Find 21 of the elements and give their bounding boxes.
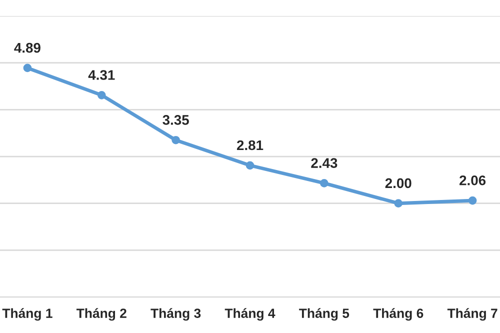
point	[394, 199, 403, 208]
data-label: 2.06	[460, 175, 486, 186]
x-tick-label: Tháng 7	[447, 308, 498, 321]
point	[246, 161, 254, 170]
x-tick-label: Tháng 2	[76, 308, 126, 321]
x-tick-label: Tháng 5	[299, 308, 350, 321]
data-label: 3.35	[162, 115, 189, 125]
point	[23, 64, 32, 72]
data-label: 4.31	[88, 70, 115, 80]
data-label: 2.43	[311, 158, 338, 168]
data-label: 4.89	[14, 42, 40, 53]
point	[172, 136, 180, 144]
x-tick-label: Tháng 4	[224, 308, 276, 321]
point	[97, 90, 106, 100]
point	[320, 179, 328, 188]
x-tick-label: Tháng 3	[150, 308, 201, 321]
x-tick-label: Tháng 6	[373, 308, 424, 321]
x-tick-label: Tháng 1	[2, 308, 52, 321]
point	[468, 196, 477, 205]
data-label: 2.81	[236, 140, 264, 150]
data-label: 2.00	[385, 178, 412, 188]
